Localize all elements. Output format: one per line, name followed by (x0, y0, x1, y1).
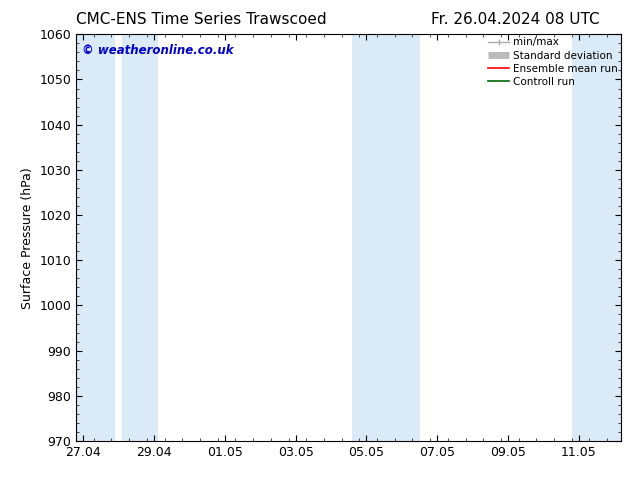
Bar (353, 34, 420, 441)
Text: CMC-ENS Time Series Trawscoed: CMC-ENS Time Series Trawscoed (76, 12, 327, 27)
Text: © weatheronline.co.uk: © weatheronline.co.uk (82, 45, 233, 57)
Bar (572, 34, 621, 441)
Text: Fr. 26.04.2024 08 UTC: Fr. 26.04.2024 08 UTC (431, 12, 600, 27)
Y-axis label: Surface Pressure (hPa): Surface Pressure (hPa) (21, 167, 34, 309)
Bar (122, 34, 157, 441)
Bar (76, 34, 115, 441)
Legend: min/max, Standard deviation, Ensemble mean run, Controll run: min/max, Standard deviation, Ensemble me… (488, 37, 618, 87)
